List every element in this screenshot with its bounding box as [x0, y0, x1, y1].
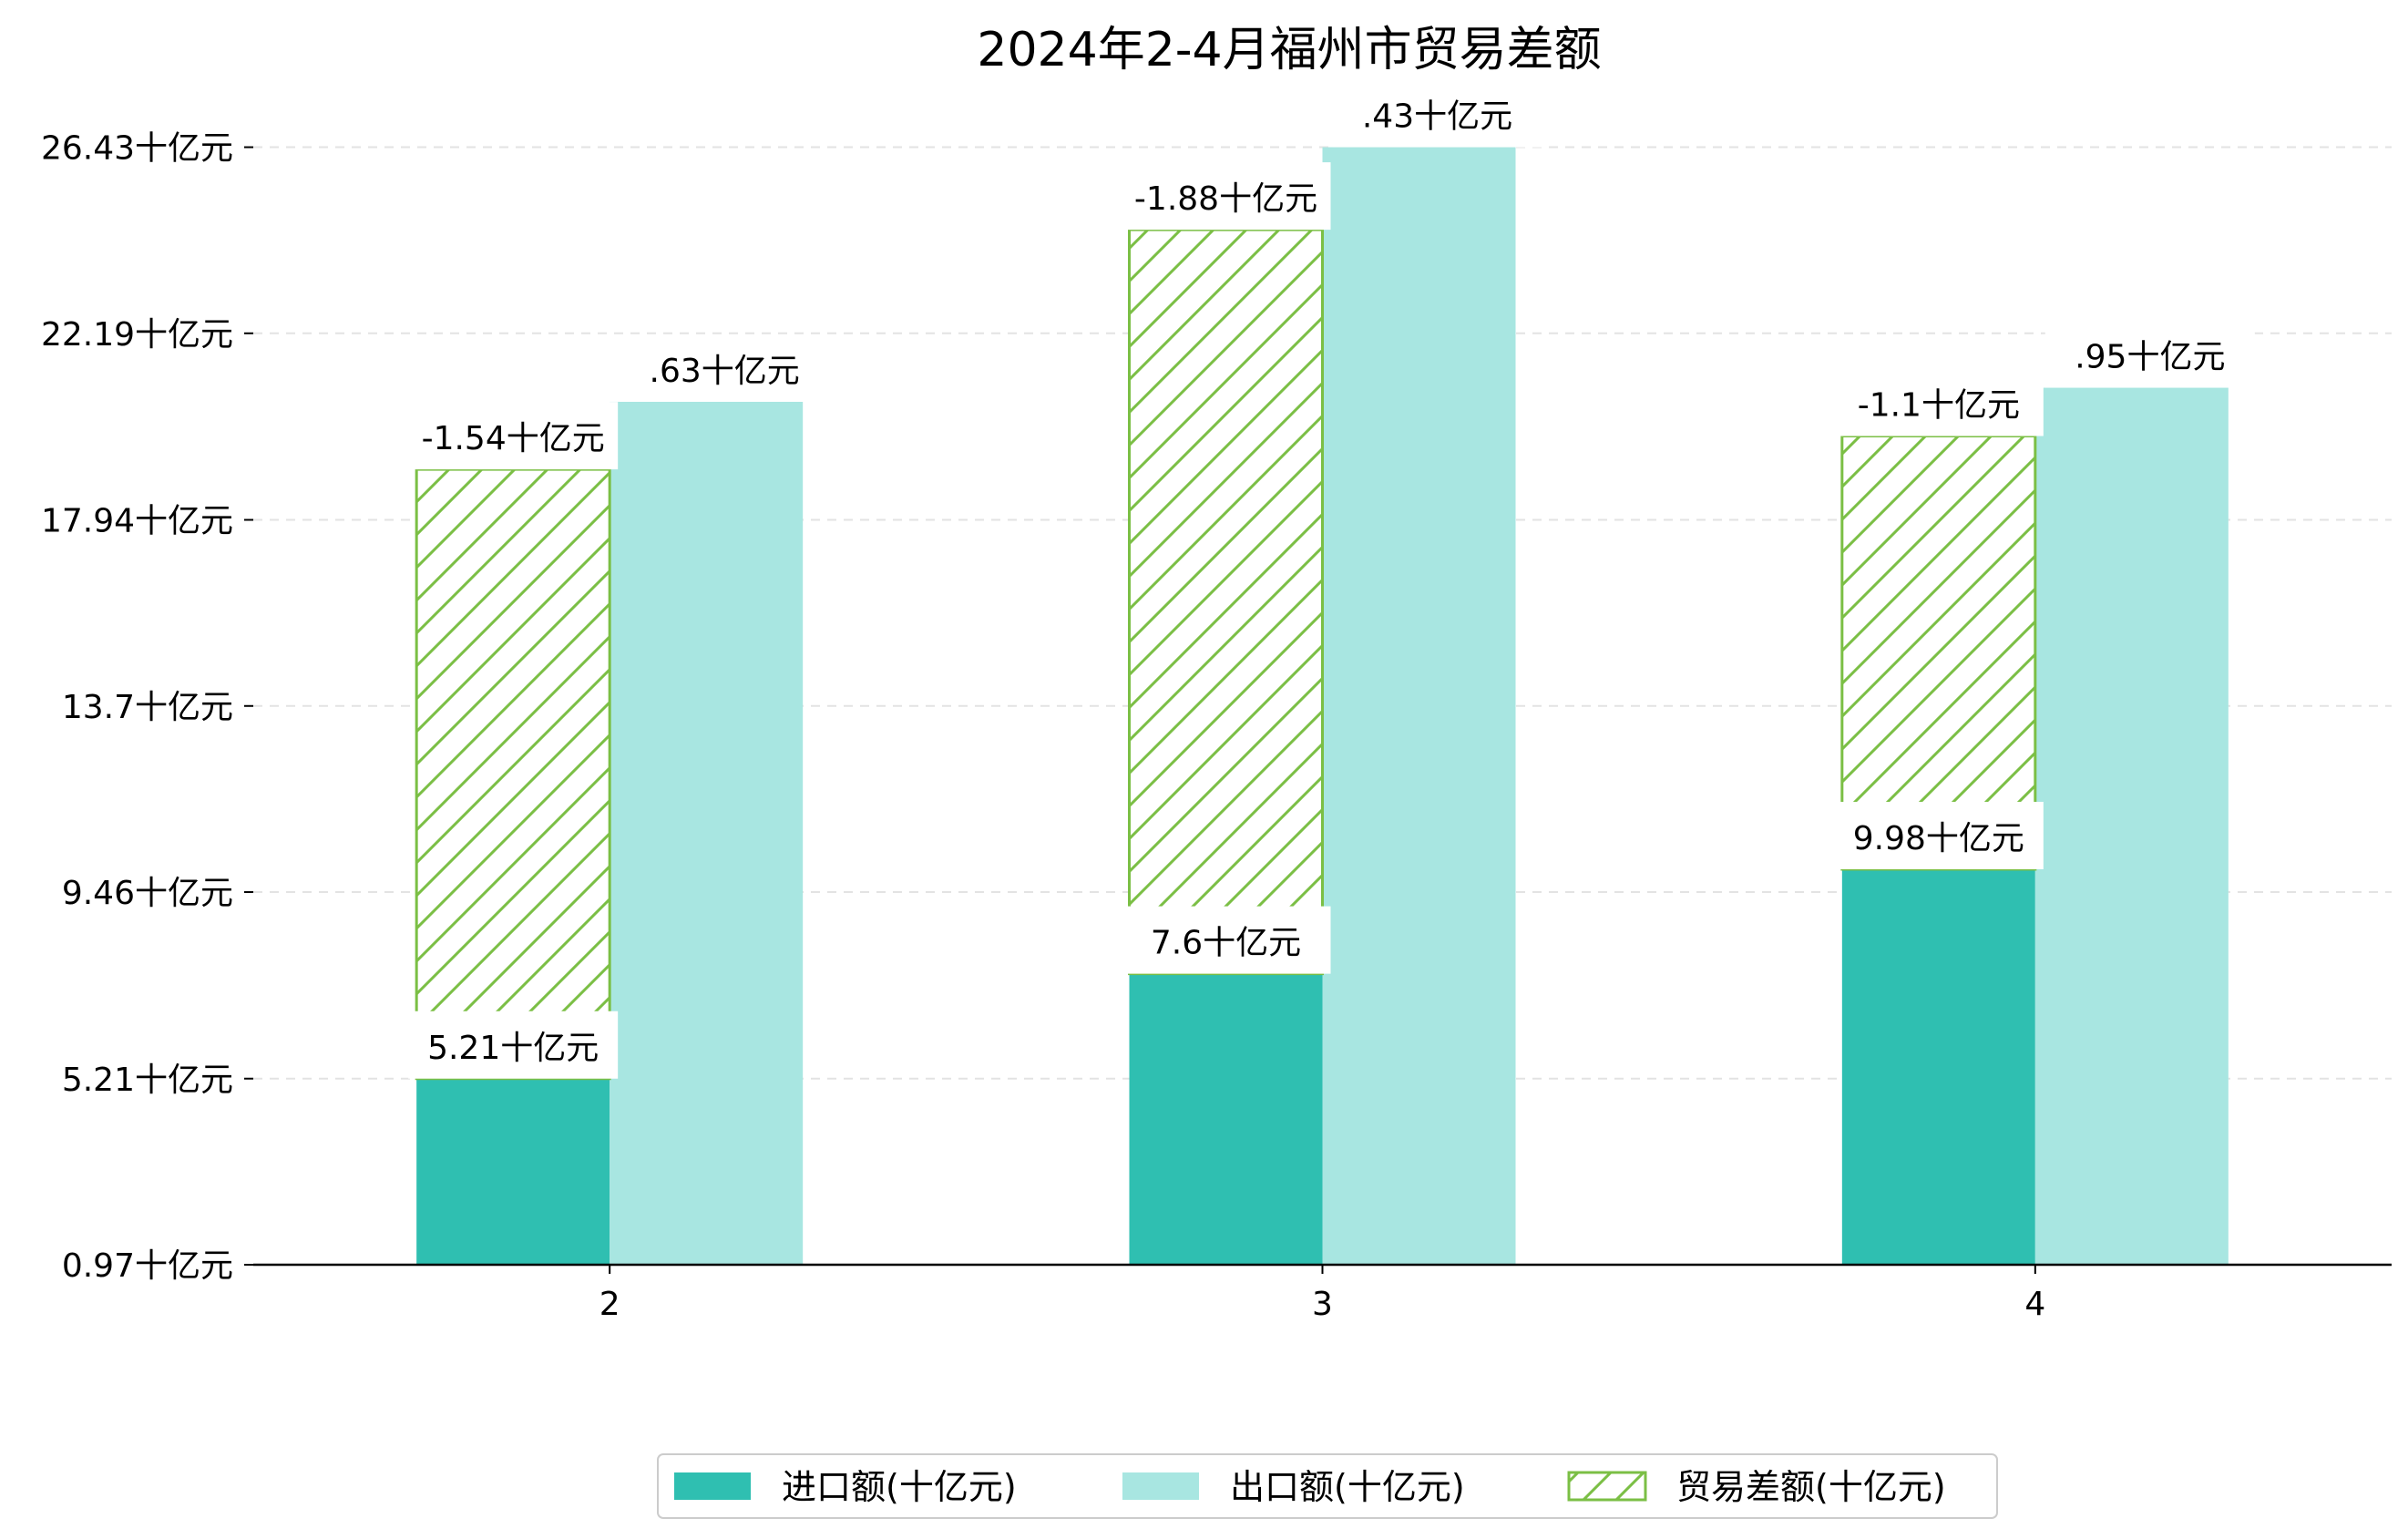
y-tick-label: 22.19十亿元	[41, 316, 233, 354]
labels-layer: .63十亿元 -1.54十亿元 5.21十亿元 .43十亿元 -1.88十亿元 7.6十亿…	[408, 79, 2255, 1079]
legend-label: 贸易差额(十亿元)	[1676, 1467, 1946, 1507]
data-label: .63十亿元	[650, 353, 800, 390]
export-bar	[2034, 387, 2229, 1265]
x-tick-label: 2	[599, 1286, 620, 1323]
data-label-bg	[408, 402, 619, 470]
x-tick-label: 3	[1312, 1286, 1333, 1323]
y-tick-label: 13.7十亿元	[62, 689, 233, 726]
data-label-bg	[620, 333, 830, 402]
legend-swatch	[1567, 1471, 1647, 1502]
legend-box	[657, 1453, 1998, 1519]
export-bar	[610, 401, 804, 1266]
import-bar	[1129, 973, 1323, 1265]
y-tick-label: 9.46十亿元	[62, 875, 233, 912]
data-label: .43十亿元	[1362, 98, 1512, 136]
data-label-bg	[1833, 368, 2044, 436]
export-bar	[1322, 147, 1516, 1265]
data-label-bg	[1332, 79, 1542, 148]
data-label: 5.21十亿元	[427, 1030, 599, 1067]
legend-label: 进口额(十亿元)	[782, 1467, 1017, 1507]
legend-swatch	[674, 1472, 751, 1500]
legend: 进口额(十亿元) 出口额(十亿元) 贸易差额(十亿元)	[657, 1453, 1998, 1519]
data-label: -1.1十亿元	[1858, 387, 2020, 425]
y-tick-label: 17.94十亿元	[41, 503, 233, 540]
trade-balance-bar	[1840, 435, 2037, 871]
y-tick-label: 0.97十亿元	[62, 1247, 233, 1285]
data-label-bg	[1121, 906, 1331, 974]
chart-title: 2024年2-4月福州市贸易差额	[977, 23, 1601, 77]
data-label-bg	[1833, 801, 2044, 869]
y-tick-label: 26.43十亿元	[41, 130, 233, 168]
trade-balance-bar	[1128, 228, 1324, 976]
data-label: -1.88十亿元	[1134, 180, 1317, 218]
legend-label: 出口额(十亿元)	[1230, 1467, 1465, 1507]
data-label-bg	[408, 1011, 619, 1079]
import-bar	[416, 1078, 610, 1265]
bars-layer	[415, 147, 2229, 1266]
legend-swatch	[1122, 1472, 1199, 1500]
x-tick-label: 4	[2024, 1286, 2045, 1323]
import-bar	[1841, 868, 2035, 1265]
data-label-bg	[2044, 320, 2255, 388]
trade-balance-bar	[415, 467, 611, 1081]
data-label: .95十亿元	[2075, 339, 2225, 376]
y-tick-label: 5.21十亿元	[62, 1062, 233, 1099]
axes-layer: 0.97十亿元 5.21十亿元 9.46十亿元 13.7十亿元 17.94十亿元 22.1…	[41, 130, 2392, 1323]
data-label: 7.6十亿元	[1151, 925, 1301, 962]
data-label: -1.54十亿元	[422, 420, 605, 457]
data-label-bg	[1121, 162, 1331, 231]
data-label: 9.98十亿元	[1853, 820, 2024, 857]
